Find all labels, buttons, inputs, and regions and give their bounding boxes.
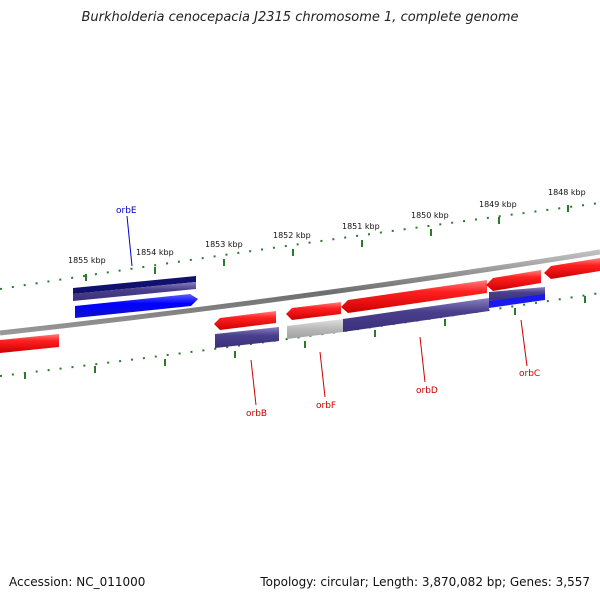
- gene-label-orbE: orbE: [116, 206, 137, 216]
- feature-arrow-left-edge: [0, 334, 59, 353]
- orbF-feature-arrow: [286, 302, 341, 320]
- orbE-leader-line: [126, 215, 133, 267]
- gene-label-orbF: orbF: [316, 401, 336, 411]
- tick-label: 1851 kbp: [342, 222, 380, 231]
- orbF-cds-bar: [287, 319, 343, 339]
- orbE-gene-bar: [73, 276, 196, 294]
- gene-label-orbB: orbB: [246, 409, 267, 419]
- accession-text: Accession: NC_011000: [9, 575, 146, 589]
- orbC-gene-bar: [489, 294, 545, 308]
- tick-label: 1850 kbp: [411, 211, 449, 220]
- genome-summary-text: Topology: circular; Length: 3,870,082 bp…: [260, 575, 590, 589]
- orbD-cds-bar: [343, 298, 489, 332]
- orbB-cds-bar: [215, 327, 279, 348]
- orbB-feature-arrow: [214, 311, 276, 330]
- orbC-leader-line: [520, 319, 528, 367]
- orbC-cds-bar: [489, 287, 545, 301]
- tick-label: 1853 kbp: [205, 240, 243, 249]
- gene-label-orbD: orbD: [416, 386, 438, 396]
- inner-major-ticks: [24, 296, 586, 379]
- orbE-feature-arrow: [75, 294, 198, 318]
- chromosome-backbone: [0, 249, 600, 336]
- feature-arrow-right-edge: [544, 258, 600, 279]
- orbF-leader-line: [319, 351, 326, 398]
- tick-label: 1849 kbp: [479, 200, 517, 209]
- tick-label: 1854 kbp: [136, 248, 174, 257]
- orbD-feature-arrow: [341, 280, 487, 313]
- inner-tick-track: [0, 292, 600, 377]
- orbE-cds-bar: [73, 282, 196, 301]
- tick-label: 1852 kbp: [273, 231, 311, 240]
- outer-major-ticks: [85, 205, 569, 281]
- orbB-leader-line: [250, 359, 257, 406]
- tick-label: 1855 kbp: [68, 256, 106, 265]
- orbD-leader-line: [419, 336, 426, 383]
- tick-label: 1848 kbp: [548, 188, 586, 197]
- outer-tick-track: [0, 202, 600, 290]
- gene-label-orbC: orbC: [519, 369, 540, 379]
- map-title: Burkholderia cenocepacia J2315 chromosom…: [81, 10, 519, 25]
- orbC-feature-arrow: [486, 270, 541, 291]
